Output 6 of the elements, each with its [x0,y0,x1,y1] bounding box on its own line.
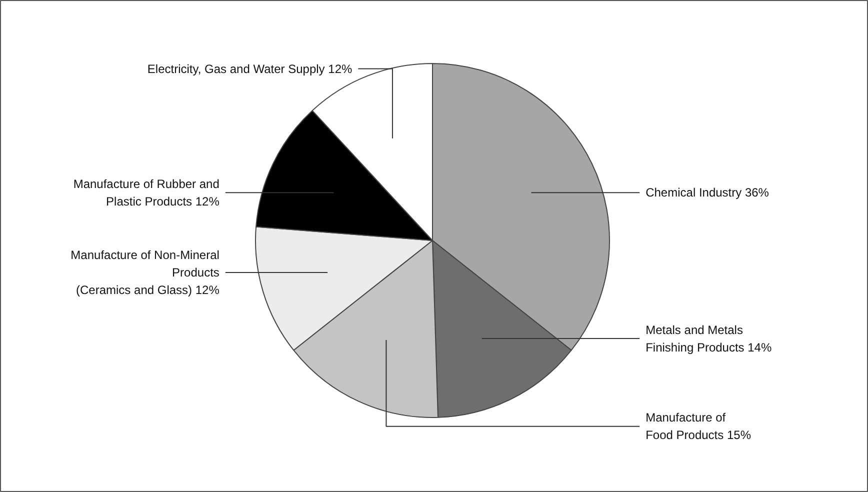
slice-label: Metals and Metals Finishing Products 14% [646,322,772,354]
slice-label: Manufacture of Non-Mineral Products (Ceramics and Glass) 12% [70,248,220,297]
slice-label: Manufacture of Food Products 15% [646,410,752,442]
slice-label: Manufacture of Rubber and Plastic Products 12% [73,176,220,208]
slice-label: Electricity, Gas and Water Supply 12% [147,62,352,76]
slice-label: Chemical Industry 36% [646,186,770,200]
